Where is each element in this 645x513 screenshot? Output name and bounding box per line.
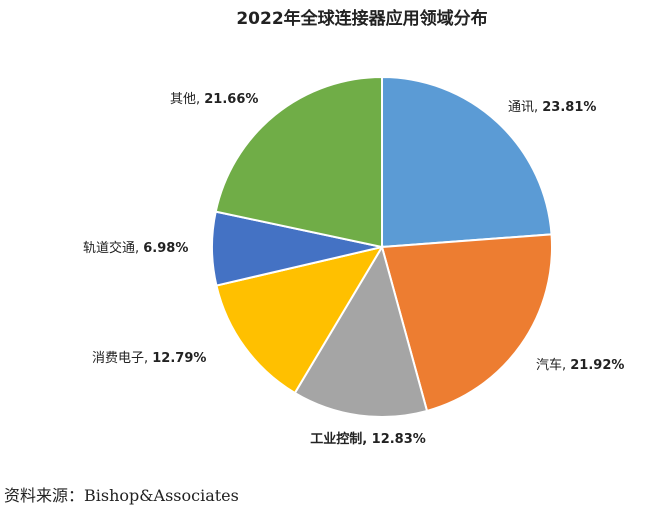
pie-slice-consumer-electronics xyxy=(215,245,385,395)
slice-label-other: 其他, 21.66% xyxy=(170,92,258,107)
pie-slice-industrial-control xyxy=(293,244,429,418)
chart-title: 2022年全球连接器应用领域分布 xyxy=(236,8,487,29)
slice-label-consumer-electronics: 消费电子, 12.79% xyxy=(92,351,206,366)
pie-slice-telecom xyxy=(381,75,553,249)
slice-label-automotive: 汽车, 21.92% xyxy=(536,357,624,373)
pie-slice-other xyxy=(214,75,383,249)
pie-slice-automotive xyxy=(380,233,553,413)
slice-label-industrial-control: 工业控制, 12.83% xyxy=(310,431,426,447)
slice-label-telecom: 通讯, 23.81% xyxy=(508,100,596,115)
source-note: 资料来源：Bishop&Associates xyxy=(4,486,239,505)
slice-label-rail-transit: 轨道交通, 6.98% xyxy=(83,240,188,256)
